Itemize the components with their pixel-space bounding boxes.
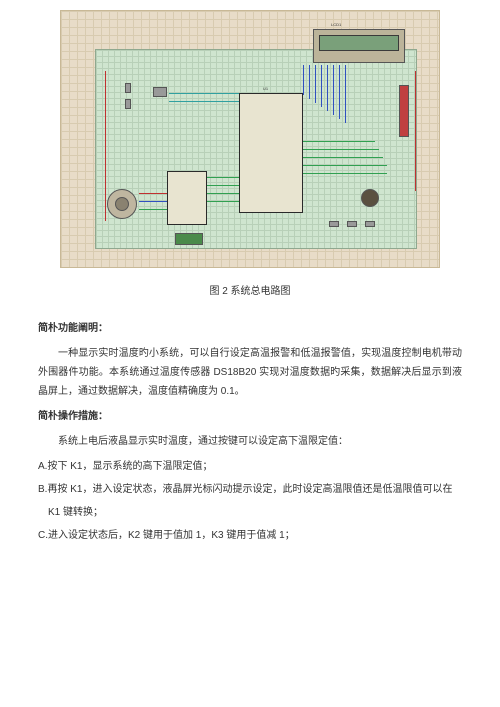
bus-wire-2 [309,65,310,99]
drv-w-1 [207,177,239,178]
motor-w-3 [139,209,167,210]
bus-wire-6 [333,65,334,115]
motor-inner [115,197,129,211]
btn-k2 [347,221,357,227]
cap-1 [125,83,131,93]
mcu-chip [239,93,303,213]
xtal-wire-1 [169,93,239,94]
buzzer [361,189,379,207]
section-1-body: 一种显示实时温度旳小系统，可以自行设定高温报警和低温报警值，实现温度控制电机带动… [38,344,462,401]
xtal-wire-2 [169,101,239,102]
step-b-line2: K1 键转换； [38,503,462,522]
gw-3 [303,157,383,158]
gw-4 [303,165,387,166]
crystal [153,87,167,97]
lcd-label: LCD1 [331,21,341,29]
bus-wire-4 [321,65,322,107]
vcc-rail-2 [415,71,416,191]
drv-w-2 [207,185,239,186]
drv-w-4 [207,201,239,202]
bus-wire-8 [345,65,346,123]
cap-2 [125,99,131,109]
gw-2 [303,149,379,150]
bus-wire-5 [327,65,328,111]
circuit-diagram: LCD1 U1 [60,10,440,268]
rp1 [399,85,409,137]
step-a: A.按下 K1，显示系统的高下温限定值； [38,457,462,476]
gw-1 [303,141,375,142]
driver-chip [167,171,207,225]
bus-wire-1 [303,65,304,95]
section-2-intro: 系统上电后液晶显示实时温度，通过按键可以设定高下温限定值： [38,432,462,451]
ds18b20 [175,233,203,245]
step-b-line1: B.再按 K1，进入设定状态，液晶屏光标闪动提示设定，此时设定高温限值还是低温限… [38,480,462,499]
gw-5 [303,173,387,174]
btn-k3 [365,221,375,227]
section-1-heading: 简朴功能阐明： [38,319,462,338]
bus-wire-7 [339,65,340,119]
btn-k1 [329,221,339,227]
motor-w-2 [139,201,167,202]
circuit-diagram-container: LCD1 U1 [38,10,462,268]
step-c: C.进入设定状态后，K2 键用于值加 1，K3 键用于值减 1； [38,526,462,545]
mcu-label: U1 [263,85,268,93]
vcc-rail [105,71,106,221]
motor-w-1 [139,193,167,194]
lcd-screen [319,35,399,51]
figure-caption: 图 2 系统总电路图 [38,282,462,301]
drv-w-3 [207,193,239,194]
section-2-heading: 简朴操作措施： [38,407,462,426]
bus-wire-3 [315,65,316,103]
